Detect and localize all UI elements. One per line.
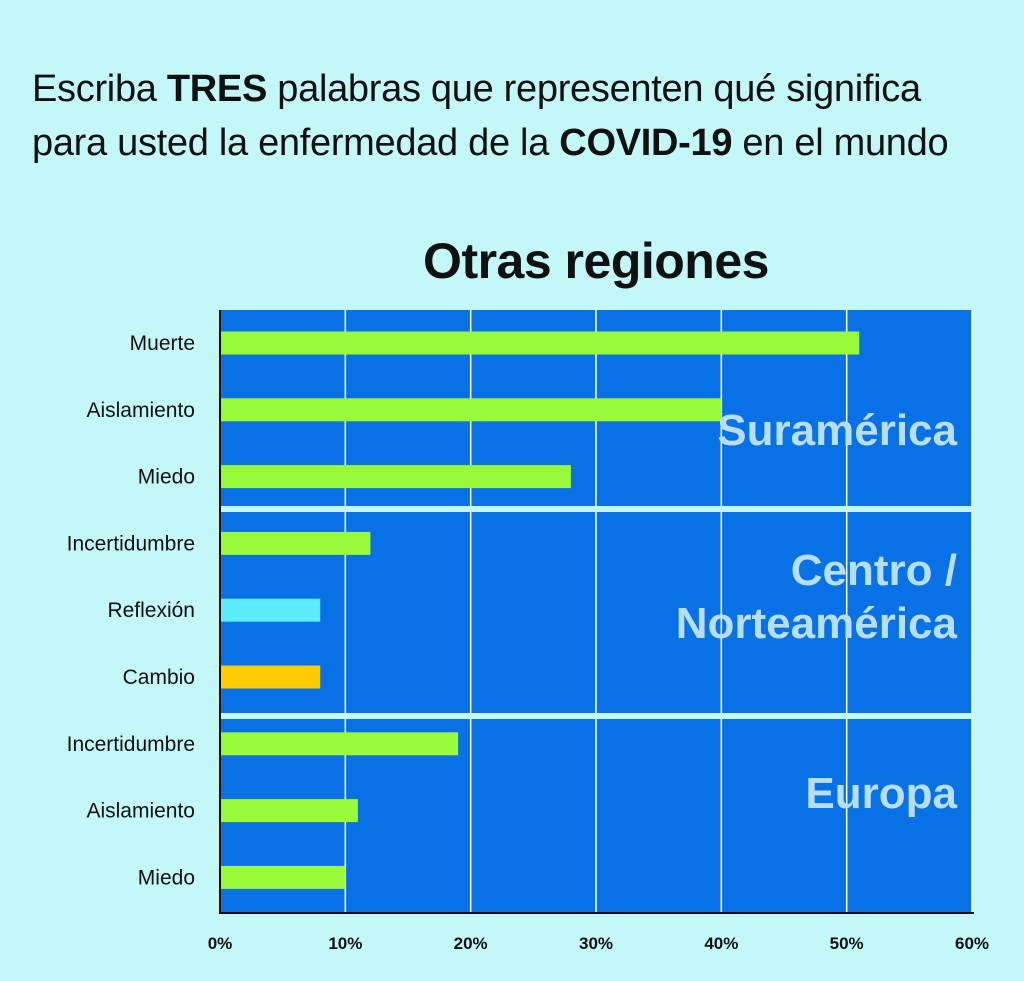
region-label: Centro / bbox=[791, 546, 957, 595]
question-part-3: para usted la enfermedad de la bbox=[32, 122, 560, 164]
category-label: Miedo bbox=[138, 466, 195, 489]
region-label: Norteamérica bbox=[676, 599, 958, 648]
x-tick-label: 40% bbox=[704, 934, 738, 953]
bar bbox=[221, 398, 722, 422]
category-label: Reflexión bbox=[107, 599, 195, 622]
category-label: Muerte bbox=[130, 332, 195, 355]
bar bbox=[221, 799, 358, 823]
x-tick-label: 10% bbox=[328, 934, 362, 953]
x-tick-label: 60% bbox=[955, 934, 989, 953]
category-label: Cambio bbox=[123, 666, 195, 689]
region-label: Suramérica bbox=[717, 406, 957, 455]
x-tick-label: 20% bbox=[454, 934, 488, 953]
category-label: Miedo bbox=[138, 866, 195, 889]
question-emphasis-tres: TRES bbox=[166, 68, 268, 110]
question-part-1: Escriba bbox=[32, 68, 167, 110]
bar bbox=[221, 865, 346, 889]
question-part-4: en el mundo bbox=[732, 122, 949, 164]
chart-title: Otras regiones bbox=[423, 233, 769, 289]
x-tick-label: 50% bbox=[830, 934, 864, 953]
question-text: Escriba TRES palabras que representen qu… bbox=[32, 62, 1012, 170]
category-label: Aislamiento bbox=[86, 399, 195, 422]
x-tick-label: 0% bbox=[208, 934, 233, 953]
category-label: Incertidumbre bbox=[67, 532, 195, 555]
bar bbox=[221, 465, 571, 489]
question-part-2: palabras que representen qué significa bbox=[267, 68, 921, 110]
bar bbox=[221, 732, 459, 756]
bar bbox=[221, 598, 321, 622]
bar bbox=[221, 331, 860, 355]
bar bbox=[221, 665, 321, 689]
x-tick-label: 30% bbox=[579, 934, 613, 953]
category-label: Incertidumbre bbox=[67, 733, 195, 756]
bar bbox=[221, 531, 371, 555]
category-label: Aislamiento bbox=[86, 800, 195, 823]
region-label: Europa bbox=[805, 769, 957, 818]
question-emphasis-covid: COVID-19 bbox=[559, 122, 733, 164]
